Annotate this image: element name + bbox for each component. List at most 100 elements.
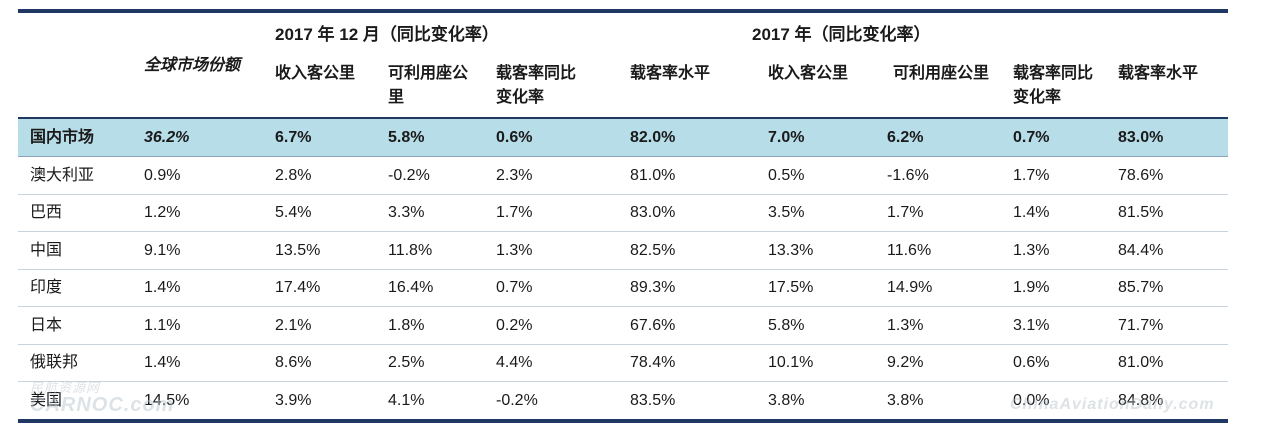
cell-dec-lf-level: 83.5% xyxy=(630,391,676,409)
header-year-lf-change: 载客率同比 变化率 xyxy=(1013,62,1093,110)
cell-dec-lf-change: 0.7% xyxy=(496,279,533,296)
cell-year-rpk: 5.8% xyxy=(768,316,805,334)
cell-year-lf-change: 0.7% xyxy=(1013,129,1050,146)
table-row: 中国 9.1% 13.5% 11.8% 1.3% 82.5% 13.3% 11.6% 1.3% 8… xyxy=(18,232,1228,270)
table-row: 日本 1.1% 2.1% 1.8% 0.2% 67.6% 5.8% 1.3% 3.1% 71.7% xyxy=(18,307,1228,345)
header-dec-lf-change-line1: 载客率同比 xyxy=(496,65,577,82)
cell-dec-ask: 3.3% xyxy=(388,204,425,221)
cell-year-lf-level: 71.7% xyxy=(1118,316,1164,334)
watermark-left-top: 民航资源网 xyxy=(30,380,101,395)
cell-market: 美国 xyxy=(30,391,63,409)
cell-dec-lf-change: 0.6% xyxy=(496,129,533,146)
table-row: 澳大利亚 0.9% 2.8% -0.2% 2.3% 81.0% 0.5% -1.6% 1.7% 7… xyxy=(18,157,1228,195)
cell-share: 36.2% xyxy=(144,129,190,146)
cell-share: 1.4% xyxy=(144,354,181,371)
header-dec-lf-level: 载客率水平 xyxy=(630,65,711,82)
cell-dec-lf-level: 83.0% xyxy=(630,204,676,221)
cell-dec-lf-change: -0.2% xyxy=(496,391,538,409)
cell-year-lf-change: 1.4% xyxy=(1013,204,1050,221)
cell-dec-ask: 16.4% xyxy=(388,279,434,296)
cell-dec-lf-level: 89.3% xyxy=(630,279,676,296)
cell-dec-ask: 4.1% xyxy=(388,391,425,409)
header-dec-ask: 可利用座公 里 xyxy=(388,62,468,110)
cell-year-ask: 3.8% xyxy=(887,391,924,409)
cell-year-ask: -1.6% xyxy=(887,166,929,184)
cell-year-ask: 1.7% xyxy=(887,204,924,221)
cell-dec-lf-level: 82.0% xyxy=(630,129,676,146)
cell-year-rpk: 10.1% xyxy=(768,354,814,371)
cell-dec-ask: 2.5% xyxy=(388,354,425,371)
cell-dec-rpk: 6.7% xyxy=(275,129,312,146)
cell-year-lf-level: 84.8% xyxy=(1118,391,1164,409)
header-dec-ask-line2: 里 xyxy=(388,89,405,106)
header-market-share: 全球市场份额 xyxy=(144,57,241,74)
cell-market: 印度 xyxy=(30,279,63,296)
cell-year-lf-change: 1.7% xyxy=(1013,166,1050,184)
cell-year-lf-level: 83.0% xyxy=(1118,129,1164,146)
cell-dec-ask: 11.8% xyxy=(388,241,433,259)
table-row: 俄联邦 1.4% 8.6% 2.5% 4.4% 78.4% 10.1% 9.2% 0.6% 81.… xyxy=(18,344,1228,382)
group-title-dec-2017: 2017 年 12 月（同比变化率） xyxy=(275,25,499,44)
cell-year-lf-change: 0.6% xyxy=(1013,354,1050,371)
table-row: 巴西 1.2% 5.4% 3.3% 1.7% 83.0% 3.5% 1.7% 1.4% 81.5% xyxy=(18,194,1228,232)
header-year-lf-change-line2: 变化率 xyxy=(1013,89,1062,106)
header-divider-rule xyxy=(18,117,1228,119)
table-row-domestic: 国内市场 36.2% 6.7% 5.8% 0.6% 82.0% 7.0% 6.2% 0.7% 83… xyxy=(18,119,1228,157)
cell-market: 澳大利亚 xyxy=(30,166,95,184)
cell-share: 14.5% xyxy=(144,391,190,409)
cell-year-rpk: 7.0% xyxy=(768,129,805,146)
cell-dec-rpk: 5.4% xyxy=(275,204,312,221)
cell-market: 俄联邦 xyxy=(30,354,79,371)
cell-year-lf-level: 81.0% xyxy=(1118,354,1164,371)
cell-dec-lf-change: 2.3% xyxy=(496,166,533,184)
cell-dec-lf-change: 0.2% xyxy=(496,316,533,334)
cell-year-rpk: 13.3% xyxy=(768,241,814,259)
cell-year-lf-change: 1.9% xyxy=(1013,279,1050,296)
cell-dec-ask: 5.8% xyxy=(388,129,425,146)
cell-dec-lf-change: 4.4% xyxy=(496,354,533,371)
watermark-right: ChinaAviationDaily.com xyxy=(1010,396,1215,413)
cell-share: 1.4% xyxy=(144,279,181,296)
domestic-row-highlight xyxy=(18,119,1228,156)
cell-year-ask: 6.2% xyxy=(887,129,924,146)
cell-market: 日本 xyxy=(30,316,63,334)
cell-dec-lf-change: 1.7% xyxy=(496,204,533,221)
cell-dec-lf-level: 81.0% xyxy=(630,166,676,184)
header-year-ask: 可利用座公里 xyxy=(893,65,990,82)
cell-year-lf-level: 85.7% xyxy=(1118,279,1164,296)
table-bottom-rule xyxy=(18,419,1228,423)
cell-dec-rpk: 13.5% xyxy=(275,241,321,259)
cell-dec-ask: 1.8% xyxy=(388,316,425,334)
cell-dec-ask: -0.2% xyxy=(388,166,430,184)
cell-year-ask: 11.6% xyxy=(887,241,932,259)
cell-dec-rpk: 17.4% xyxy=(275,279,321,296)
cell-year-rpk: 3.5% xyxy=(768,204,805,221)
group-title-year-2017: 2017 年（同比变化率） xyxy=(752,25,931,44)
cell-year-lf-level: 84.4% xyxy=(1118,241,1164,259)
cell-dec-lf-level: 78.4% xyxy=(630,354,676,371)
cell-year-lf-level: 81.5% xyxy=(1118,204,1164,221)
cell-dec-rpk: 2.1% xyxy=(275,316,312,334)
cell-dec-lf-level: 67.6% xyxy=(630,316,676,334)
cell-share: 0.9% xyxy=(144,166,181,184)
cell-market: 国内市场 xyxy=(30,129,95,146)
header-dec-rpk: 收入客公里 xyxy=(275,65,356,82)
cell-year-ask: 9.2% xyxy=(887,354,924,371)
cell-year-lf-level: 78.6% xyxy=(1118,166,1164,184)
watermark-left: CARNOC.com xyxy=(30,394,175,416)
cell-dec-lf-change: 1.3% xyxy=(496,241,533,259)
cell-year-lf-change: 3.1% xyxy=(1013,316,1050,334)
cell-market: 巴西 xyxy=(30,204,63,221)
cell-share: 1.2% xyxy=(144,204,181,221)
table-row: 印度 1.4% 17.4% 16.4% 0.7% 89.3% 17.5% 14.9% 1.9% 8… xyxy=(18,269,1228,307)
header-year-rpk: 收入客公里 xyxy=(768,65,849,82)
cell-dec-rpk: 2.8% xyxy=(275,166,312,184)
cell-year-rpk: 17.5% xyxy=(768,279,814,296)
cell-year-rpk: 0.5% xyxy=(768,166,805,184)
cell-dec-rpk: 3.9% xyxy=(275,391,312,409)
cell-year-ask: 14.9% xyxy=(887,279,933,296)
cell-year-rpk: 3.8% xyxy=(768,391,805,409)
table-top-rule xyxy=(18,9,1228,13)
cell-share: 1.1% xyxy=(144,316,181,334)
cell-year-lf-change: 0.0% xyxy=(1013,391,1050,409)
